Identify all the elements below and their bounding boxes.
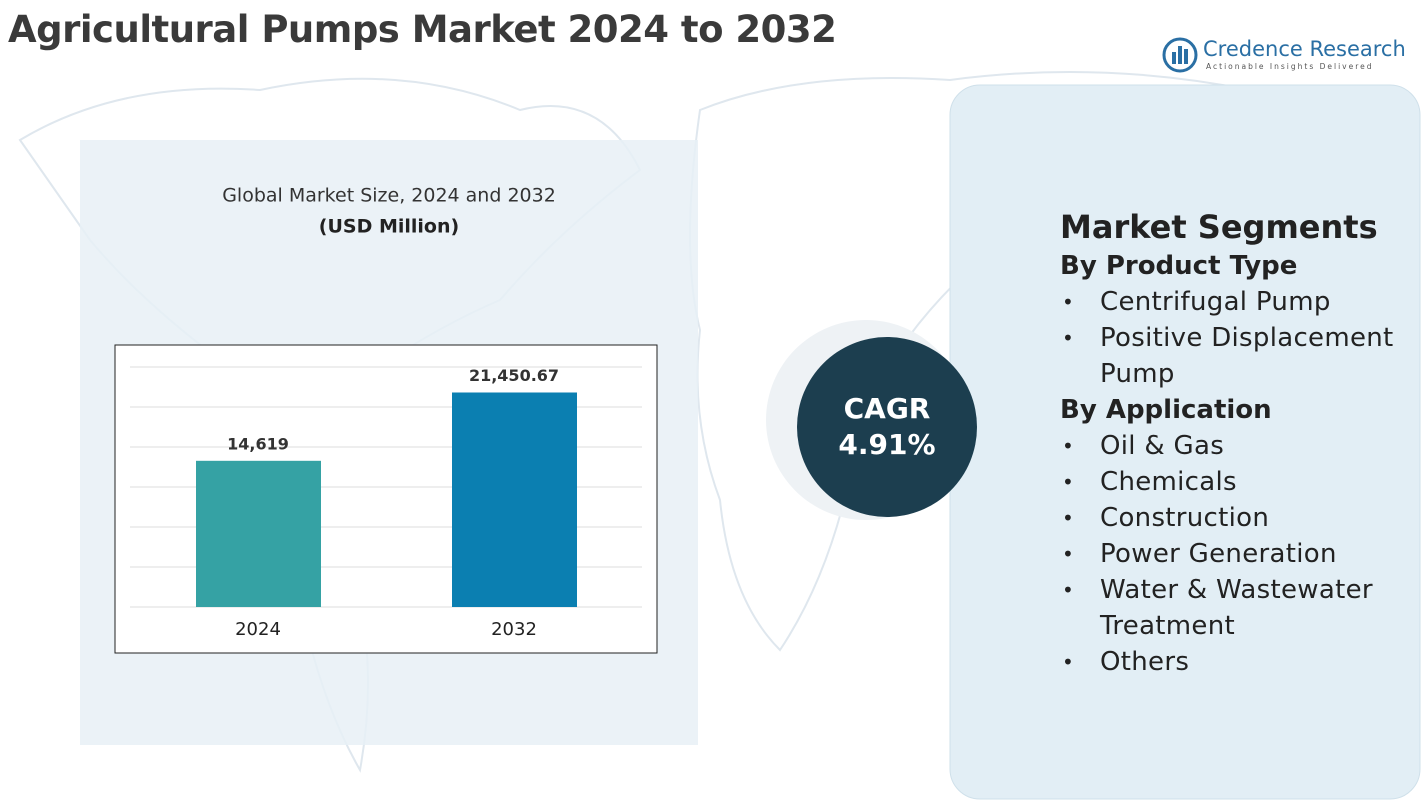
logo-icon — [1162, 37, 1198, 73]
segment-item: Centrifugal Pump — [1060, 284, 1410, 320]
logo-name: Credence Research — [1203, 37, 1406, 61]
segment-item: Power Generation — [1060, 536, 1410, 572]
segment-item: Construction — [1060, 500, 1410, 536]
segment-item: Oil & Gas — [1060, 428, 1410, 464]
segment-item: Chemicals — [1060, 464, 1410, 500]
segment-list: Oil & GasChemicalsConstructionPower Gene… — [1060, 428, 1410, 680]
segment-item: Water & Wastewater Treatment — [1060, 572, 1410, 644]
cagr-label: CAGR — [844, 392, 931, 425]
segment-group-title: By Application — [1060, 395, 1272, 425]
segment-group-title: By Product Type — [1060, 251, 1298, 281]
value-label: 14,619 — [227, 434, 289, 453]
logo-tagline: Actionable Insights Delivered — [1206, 62, 1374, 71]
cagr-circle — [797, 337, 977, 517]
chart-title: Global Market Size, 2024 and 2032 — [222, 185, 556, 207]
segment-list: Centrifugal PumpPositive Displacement Pu… — [1060, 284, 1410, 392]
segment-item: Others — [1060, 644, 1410, 680]
segment-item: Positive Displacement Pump — [1060, 320, 1410, 392]
bar — [196, 460, 321, 607]
segments-heading: Market Segments — [1060, 208, 1378, 246]
value-label: 21,450.67 — [469, 366, 559, 385]
segments: Market Segments By Product TypeCentrifug… — [1060, 208, 1410, 680]
page-title: Agricultural Pumps Market 2024 to 2032 — [8, 8, 837, 51]
x-tick-label: 2024 — [235, 619, 281, 640]
chart-subtitle: (USD Million) — [319, 216, 459, 238]
bar — [452, 392, 577, 607]
x-tick-label: 2032 — [491, 619, 537, 640]
cagr-value: 4.91% — [838, 428, 935, 461]
